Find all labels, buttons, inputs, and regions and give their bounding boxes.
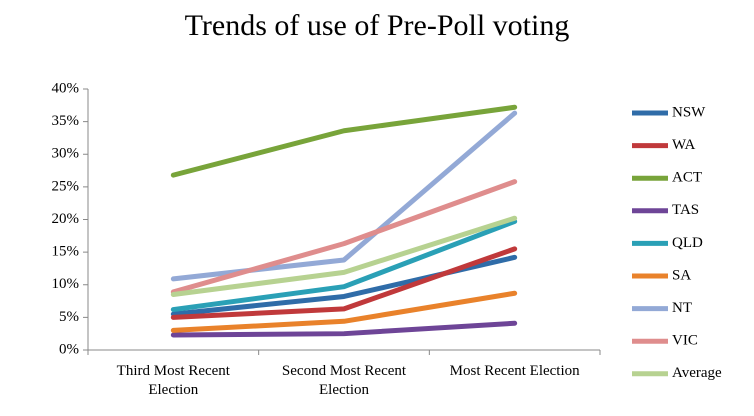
x-tick-label: Third Most Recent Election <box>116 363 230 398</box>
series-line <box>170 246 518 320</box>
y-tick-label: 30% <box>52 146 80 162</box>
series-line <box>170 218 518 313</box>
legend-label: Average <box>672 365 722 381</box>
y-tick-label: 20% <box>52 211 80 227</box>
series-line <box>170 104 518 178</box>
legend-label: WA <box>672 137 695 153</box>
legend-label: VIC <box>672 333 698 349</box>
y-tick-label: 40% <box>52 80 80 96</box>
legend-label: QLD <box>672 235 703 251</box>
legend-label: ACT <box>672 170 702 186</box>
chart-title: Trends of use of Pre-Poll voting <box>185 9 570 42</box>
y-tick-label: 15% <box>52 244 80 260</box>
x-tick-label: Second Most Recent Election <box>281 363 407 398</box>
series-line <box>170 290 518 333</box>
series-line <box>170 110 518 282</box>
legend-label: SA <box>672 267 691 283</box>
legend-label: NT <box>672 300 692 316</box>
series-line <box>170 320 518 338</box>
y-tick-label: 10% <box>52 276 80 292</box>
series-line <box>170 215 518 298</box>
legend-label: TAS <box>672 202 699 218</box>
series-line <box>170 179 518 295</box>
y-tick-label: 25% <box>52 178 80 194</box>
x-tick-label: Most Recent Election <box>449 363 580 379</box>
y-tick-label: 5% <box>59 309 79 325</box>
y-tick-label: 35% <box>52 113 80 129</box>
y-tick-label: 0% <box>59 341 79 357</box>
legend-label: NSW <box>672 104 706 120</box>
